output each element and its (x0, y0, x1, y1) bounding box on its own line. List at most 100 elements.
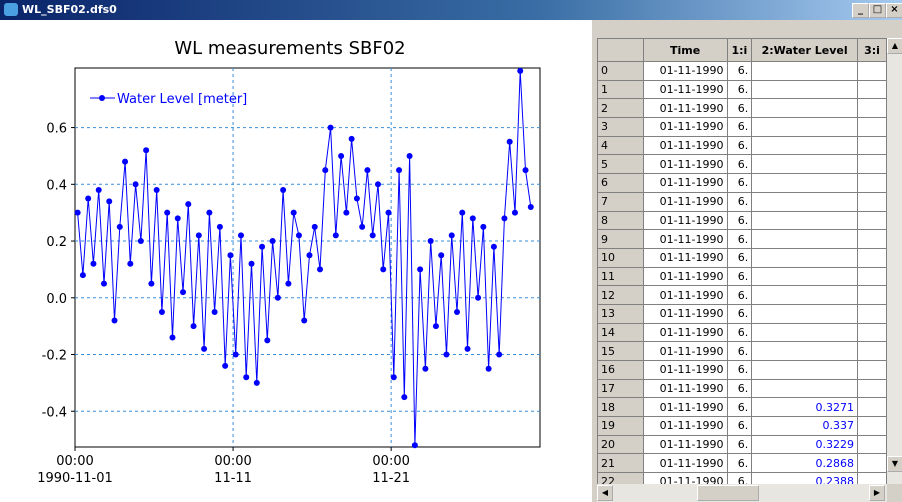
table-row: 10 01-11-1990 6. (597, 247, 887, 268)
cell: 0 (597, 61, 644, 81)
scroll-down[interactable]: ▼ (887, 456, 902, 472)
data-point (185, 201, 192, 208)
data-point (401, 394, 408, 401)
x-tick-label: 00:00 (372, 454, 409, 469)
legend-label: Water Level [meter] (117, 92, 247, 107)
scroll-thumb[interactable] (697, 485, 759, 501)
cell (751, 229, 859, 249)
table-top-strip (597, 20, 902, 38)
cell (751, 154, 859, 175)
data-point (475, 294, 482, 301)
x-tick-label: 00:00 (214, 454, 251, 469)
cell (751, 266, 859, 287)
window-icon (4, 3, 18, 16)
table-row: 16 01-11-1990 6. (597, 360, 887, 380)
minimize-button[interactable]: _ (852, 3, 869, 18)
data-point (459, 209, 466, 216)
column-header: 1:i (726, 38, 753, 62)
cell (857, 360, 887, 380)
data-point (301, 317, 308, 324)
data-point (137, 238, 144, 245)
cell: 01-11-1990 (642, 378, 728, 399)
scroll-up[interactable]: ▲ (887, 38, 902, 54)
cell: 6. (726, 247, 753, 268)
data-point (369, 232, 376, 239)
data-point (95, 186, 102, 193)
column-header: 3:i (857, 38, 887, 62)
cell: 6. (726, 434, 753, 455)
cell: 6. (726, 135, 753, 156)
cell (751, 79, 859, 100)
data-point (311, 223, 318, 230)
data-point (79, 272, 86, 279)
cell: 6. (726, 229, 753, 249)
column-header: Time (642, 38, 728, 62)
data-point (90, 260, 97, 267)
cell: 01-11-1990 (642, 285, 728, 305)
cell (857, 61, 887, 81)
cell: 2 (597, 98, 644, 119)
cell: 6. (726, 154, 753, 175)
data-point (432, 323, 439, 330)
data-point (306, 252, 313, 259)
scroll-left[interactable]: ◀ (597, 485, 613, 501)
table-row: 8 01-11-1990 6. (597, 210, 887, 231)
table-row: 1 01-11-1990 6. (597, 79, 887, 100)
data-table: Time 1:i 2:Water Level 3:i 0 01-11-1990 6. 1 01… (597, 38, 887, 484)
table-row: 7 01-11-1990 6. (597, 191, 887, 212)
cell: 6. (726, 98, 753, 119)
table-row: 0 01-11-1990 6. (597, 61, 887, 81)
cell (751, 360, 859, 380)
y-tick-label: 0.6 (46, 122, 67, 137)
cell: 15 (597, 341, 644, 361)
x-tick-label: 11-11 (214, 471, 252, 486)
cell (857, 397, 887, 418)
cell: 6. (726, 303, 753, 324)
data-point (116, 223, 123, 230)
cell: 22 (597, 472, 644, 484)
scroll-right[interactable]: ▶ (869, 485, 885, 501)
cell: 0.3229 (751, 434, 859, 455)
cell: 01-11-1990 (642, 434, 728, 455)
close-button[interactable]: × (886, 3, 902, 18)
data-point (390, 374, 397, 381)
cell: 01-11-1990 (642, 154, 728, 175)
data-point (195, 232, 202, 239)
x-tick-label: 1990-11-01 (37, 471, 113, 486)
data-point (274, 294, 281, 301)
cell: 01-11-1990 (642, 135, 728, 156)
cell: 01-11-1990 (642, 397, 728, 418)
cell: 6. (726, 378, 753, 399)
cell: 01-11-1990 (642, 61, 728, 81)
data-point (527, 204, 534, 211)
maximize-button[interactable]: □ (869, 3, 886, 18)
table-row: 22 01-11-1990 6. 0.2388 (597, 472, 887, 484)
horizontal-scrollbar[interactable]: ◀ ▶ (597, 484, 887, 502)
cell (857, 303, 887, 324)
data-point (158, 308, 165, 315)
data-point (243, 374, 250, 381)
cell: 21 (597, 453, 644, 474)
cell: 8 (597, 210, 644, 231)
data-point (232, 351, 239, 358)
cell: 6. (726, 285, 753, 305)
data-point (164, 209, 171, 216)
table-row: 4 01-11-1990 6. (597, 135, 887, 156)
data-point (290, 209, 297, 216)
cell: 6. (726, 266, 753, 287)
data-point (74, 209, 81, 216)
cell (751, 247, 859, 268)
table-row: 12 01-11-1990 6. (597, 285, 887, 305)
cell: 01-11-1990 (642, 266, 728, 287)
chart-pane: WL measurements SBF02 -0.4 -0.2 0.0 0.2 0.4 0… (0, 20, 592, 502)
cell: 14 (597, 322, 644, 343)
cell: 7 (597, 191, 644, 212)
y-tick-label: -0.4 (42, 405, 67, 420)
table-row: 2 01-11-1990 6. (597, 98, 887, 119)
vertical-scrollbar[interactable]: ▲ ▼ (887, 38, 902, 484)
data-point (106, 198, 113, 205)
cell (857, 135, 887, 156)
cell: 6. (726, 397, 753, 418)
data-point (448, 232, 455, 239)
